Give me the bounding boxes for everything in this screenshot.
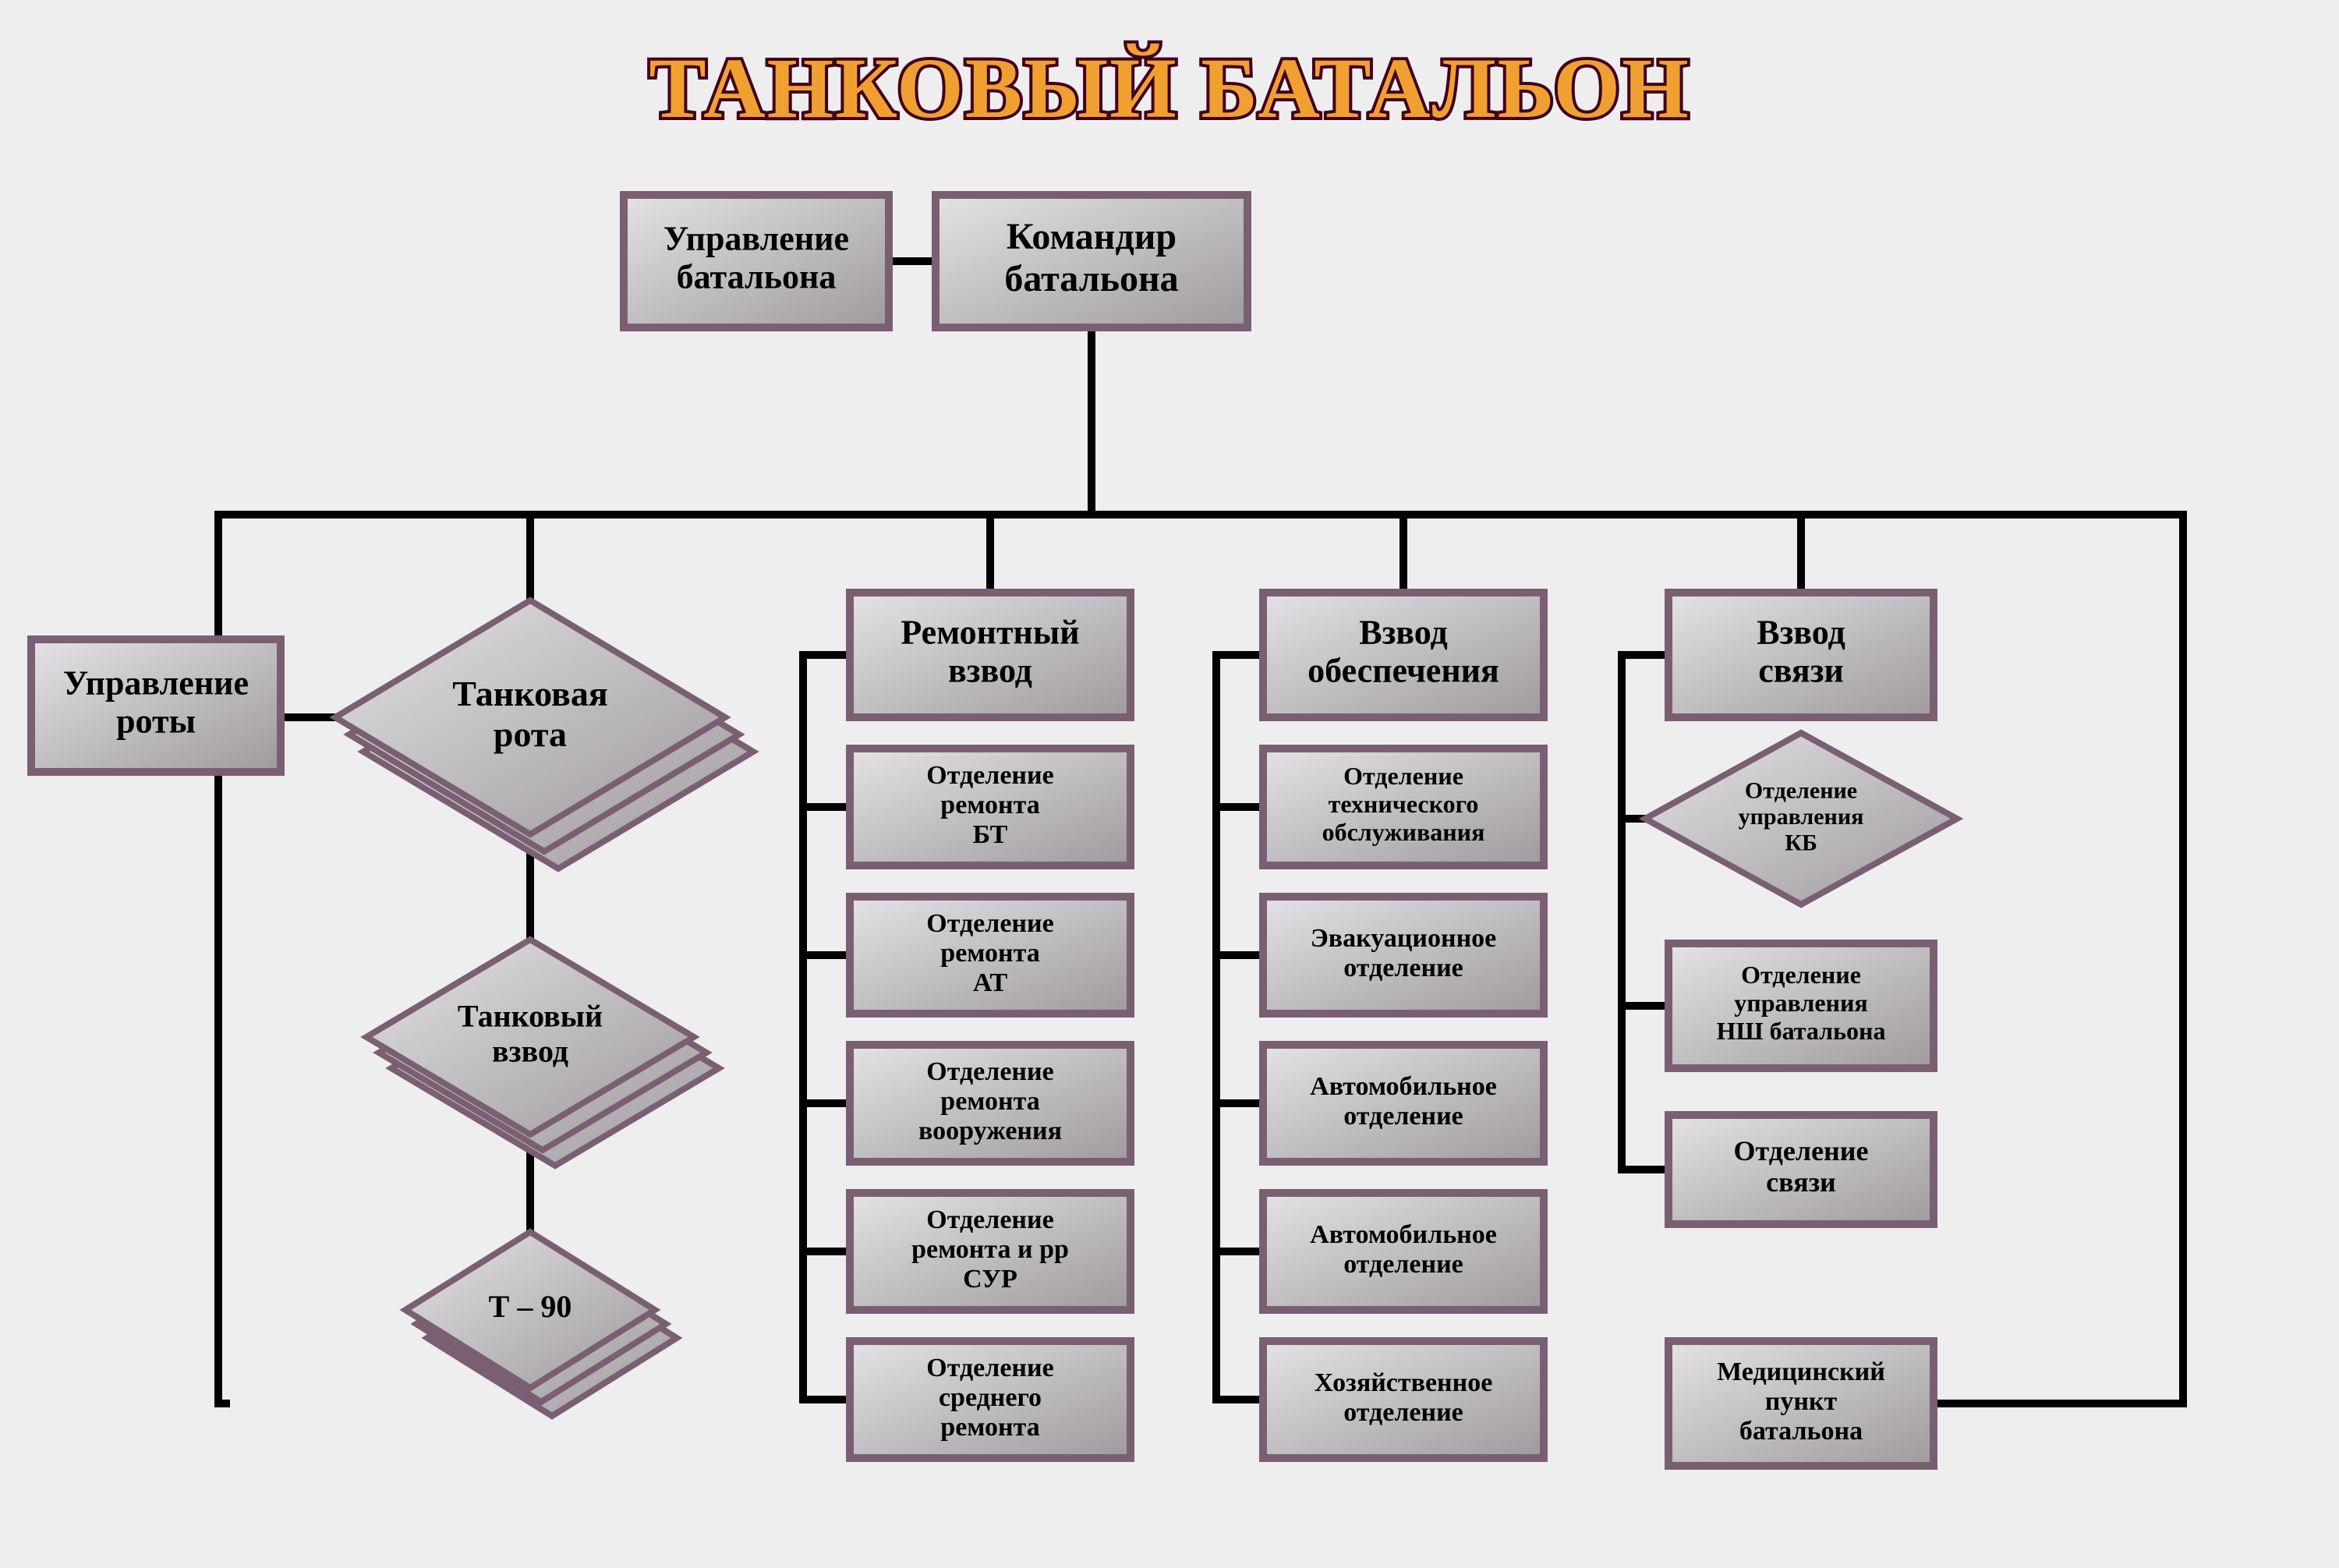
org-box-rem1: ОтделениеремонтаБТ bbox=[850, 749, 1131, 865]
org-box-ob4: Автомобильноеотделение bbox=[1263, 1193, 1544, 1310]
org-box-med: Медицинскийпунктбатальона bbox=[1668, 1341, 1934, 1466]
org-box-rem4: Отделениеремонта и ррСУР bbox=[850, 1193, 1131, 1310]
org-box-rem_vzvod: Ремонтныйвзвод bbox=[850, 593, 1131, 717]
org-box-ob_vzvod: Взводобеспечения bbox=[1263, 593, 1544, 717]
node-label: Управлениебатальона bbox=[663, 219, 849, 296]
node-label: Отделениесреднегоремонта bbox=[926, 1354, 1053, 1442]
org-diamond-sv_kb: ОтделениеуправленияКБ bbox=[1645, 733, 1957, 904]
org-box-ob2: Эвакуационноеотделение bbox=[1263, 897, 1544, 1014]
node-label: Т – 90 bbox=[489, 1289, 572, 1324]
org-box-rem2: ОтделениеремонтаАТ bbox=[850, 897, 1131, 1014]
connector bbox=[1934, 515, 2183, 1403]
node-label: ОтделениеуправленияНШ батальона bbox=[1717, 961, 1886, 1046]
node-label: Отделениетехническогообслуживания bbox=[1322, 763, 1485, 847]
org-box-ob1: Отделениетехническогообслуживания bbox=[1263, 749, 1544, 865]
org-box-rem5: Отделениесреднегоремонта bbox=[850, 1341, 1131, 1458]
org-box-sv_sv: Отделениесвязи bbox=[1668, 1115, 1934, 1224]
org-box-ob3: Автомобильноеотделение bbox=[1263, 1045, 1544, 1162]
org-box-sv_vzvod: Взводсвязи bbox=[1668, 593, 1934, 717]
org-diamond-stack-t90: Т – 90 bbox=[405, 1232, 677, 1416]
org-box-kom_bat: Командирбатальона bbox=[936, 195, 1247, 327]
org-box-upr_bat: Управлениебатальона bbox=[624, 195, 889, 327]
org-box-ob5: Хозяйственноеотделение bbox=[1263, 1341, 1544, 1458]
org-box-upr_roty: Управлениероты bbox=[31, 639, 281, 772]
page-title: ТАНКОВЫЙ БАТАЛЬОН bbox=[649, 41, 1690, 136]
org-diamond-stack-vzvod: Танковыйвзвод bbox=[366, 940, 719, 1166]
org-box-sv_nsh: ОтделениеуправленияНШ батальона bbox=[1668, 943, 1934, 1068]
node-label: Командирбатальона bbox=[1004, 216, 1178, 299]
org-box-rem3: Отделениеремонтавооружения bbox=[850, 1045, 1131, 1162]
nodes-layer: Управлениебатальона Командирбатальона Упра… bbox=[31, 195, 1957, 1466]
node-label: Взводсвязи bbox=[1757, 613, 1845, 689]
org-diamond-stack-rota: Танковаярота bbox=[335, 600, 753, 869]
